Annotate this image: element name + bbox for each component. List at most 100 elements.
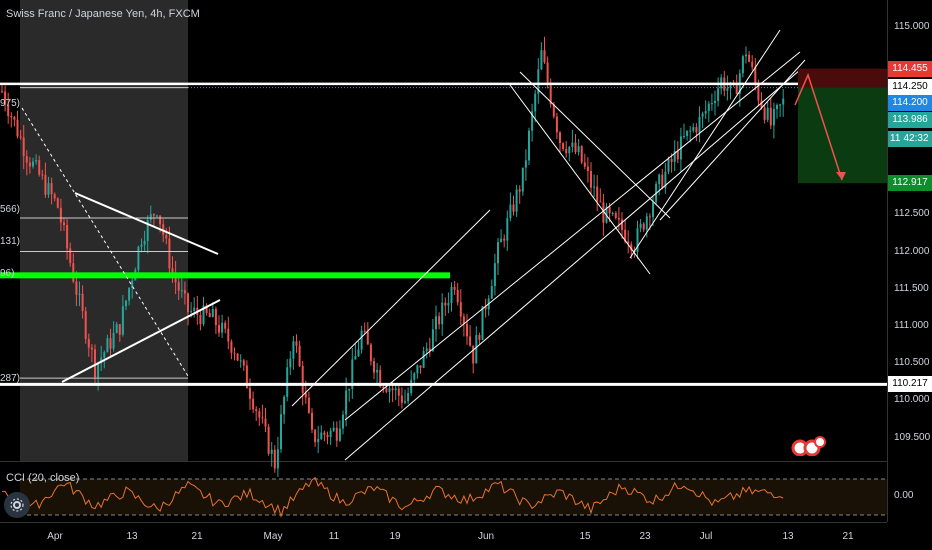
candle-body (264, 418, 267, 427)
fib-diagonal-line (21, 107, 189, 377)
candle-body (695, 127, 698, 133)
candle-body (221, 322, 224, 333)
candle-body (704, 111, 707, 114)
candle-body (335, 427, 338, 441)
candle-body (345, 390, 348, 415)
stop-price-label: 114.455 (888, 61, 932, 77)
candle-body (363, 330, 366, 332)
candle-body (32, 161, 34, 167)
candle-body (385, 388, 388, 392)
candle-body (707, 103, 710, 112)
candle-body (233, 352, 236, 354)
candle-body (586, 166, 589, 171)
candle-body (165, 234, 168, 239)
candle-body (714, 100, 716, 104)
candle-body (230, 341, 233, 353)
candle-body (128, 287, 131, 301)
candle-body (72, 263, 75, 282)
fib-level-tag: 96) (0, 268, 15, 279)
candle-body (13, 116, 16, 120)
candle-body (258, 411, 261, 418)
candle-body (391, 388, 394, 391)
candle-body (44, 175, 47, 195)
candle-body (639, 223, 642, 229)
candle-body (16, 119, 19, 137)
entry-price-label: 114.200 (888, 95, 932, 111)
last-price-label: 113.986 (888, 112, 932, 128)
candle-body (125, 300, 127, 307)
candle-body (648, 216, 651, 218)
candle-body (776, 105, 778, 110)
candle-body (97, 363, 100, 378)
candle-body (428, 348, 431, 351)
candle-body (636, 228, 639, 252)
candle-body (562, 143, 565, 149)
y-tick-label: 110.000 (894, 394, 930, 405)
candle-body (270, 449, 273, 454)
candle-body (431, 329, 434, 351)
settings-gear-icon[interactable] (4, 492, 30, 518)
candle-body (757, 82, 760, 101)
y-tick-label: 115.000 (894, 21, 930, 32)
candle-body (531, 111, 534, 131)
candle-body (745, 54, 747, 57)
fib-level-tag: 975) (0, 98, 21, 109)
candle-body (503, 238, 506, 241)
candle-body (512, 204, 515, 212)
x-tick-label: 13 (782, 531, 794, 542)
candle-body (608, 206, 611, 214)
candle-body (441, 302, 444, 325)
candle-body (735, 85, 738, 94)
x-tick-label: 11 (328, 531, 340, 542)
candle-body (478, 335, 481, 340)
candle-body (571, 142, 574, 147)
candle-body (472, 345, 475, 364)
candle-body (658, 174, 661, 185)
candle-body (112, 332, 115, 349)
candle-body (199, 315, 202, 325)
candle-body (497, 242, 499, 264)
candle-body (193, 307, 196, 311)
candle-body (255, 409, 258, 412)
candle-body (214, 308, 217, 326)
candle-body (617, 217, 620, 220)
candle-body (382, 386, 385, 389)
candle-body (283, 396, 286, 415)
candle-body (267, 426, 270, 454)
candle-body (552, 104, 555, 117)
candle-body (307, 397, 310, 413)
candle-body (25, 156, 28, 163)
candle-body (555, 116, 558, 133)
candle-body (239, 360, 242, 362)
resistance-price-label: 114.250 (888, 79, 932, 95)
candle-body (549, 83, 552, 105)
candle-body (90, 347, 93, 350)
candle-body (661, 174, 664, 188)
candle-body (627, 241, 630, 245)
candle-body (137, 246, 140, 270)
candle-body (69, 248, 72, 264)
candle-body (602, 202, 605, 223)
candle-body (500, 238, 503, 243)
candle-body (75, 281, 78, 295)
channel-mid-line (344, 51, 801, 421)
candle-body (754, 67, 757, 83)
candle-body (106, 338, 109, 353)
triangle-upper-line (74, 192, 219, 255)
candle-body (78, 293, 81, 295)
candle-body (168, 238, 171, 269)
candle-body (84, 311, 87, 339)
arrowhead-icon (836, 172, 846, 180)
candle-body (673, 151, 676, 162)
candle-body (183, 290, 186, 294)
candle-body (624, 229, 627, 242)
candle-body (456, 289, 459, 303)
candle-body (493, 263, 496, 287)
candle-body (171, 268, 174, 274)
candle-body (509, 204, 512, 219)
candle-body (490, 286, 493, 299)
candle-body (245, 365, 248, 389)
candle-body (481, 306, 484, 340)
candle-body (701, 113, 704, 117)
